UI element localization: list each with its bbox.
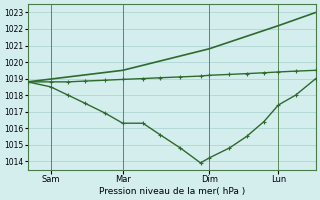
X-axis label: Pression niveau de la mer( hPa ): Pression niveau de la mer( hPa ) <box>99 187 245 196</box>
